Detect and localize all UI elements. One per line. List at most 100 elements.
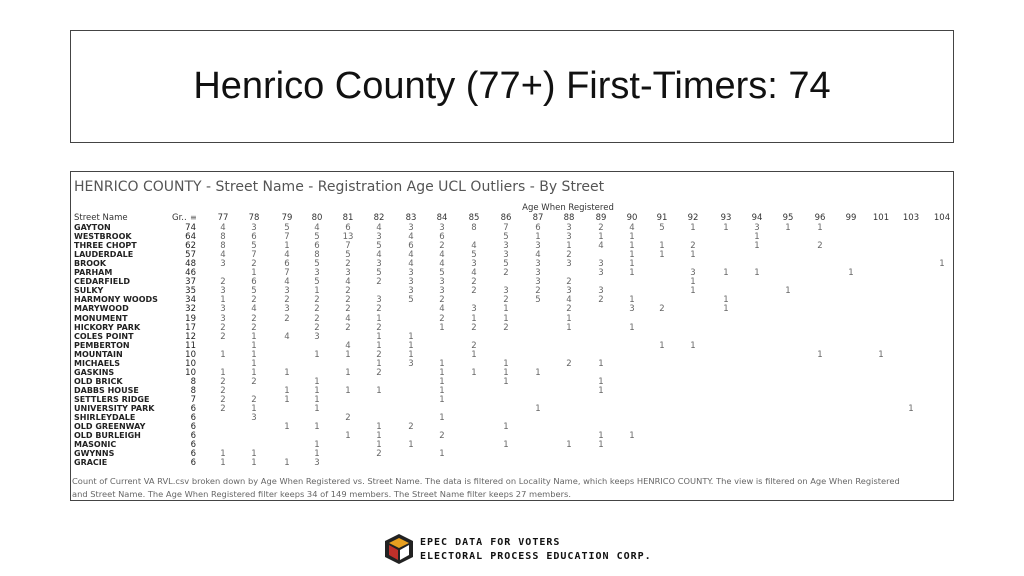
cell: 1 xyxy=(471,349,477,360)
cell: 2 xyxy=(471,286,477,297)
cell: 1 xyxy=(723,268,729,279)
cell: 1 xyxy=(251,404,257,414)
cell: 1 xyxy=(471,367,477,378)
cell: 4 xyxy=(284,277,290,288)
total: 57 xyxy=(185,250,196,261)
cell: 1 xyxy=(629,431,635,442)
cell: 2 xyxy=(439,295,445,306)
cell: 6 xyxy=(408,241,414,252)
column-header: 96 xyxy=(814,213,826,223)
cell: 3 xyxy=(598,268,604,279)
street-name: SHIRLEYDALE xyxy=(74,413,136,423)
cell: 8 xyxy=(220,232,226,243)
cell: 4 xyxy=(376,223,382,233)
column-header: 103 xyxy=(902,213,920,223)
cell: 7 xyxy=(503,223,509,233)
cell: 1 xyxy=(690,286,696,297)
cell: 2 xyxy=(251,313,257,324)
column-header: 104 xyxy=(933,213,951,223)
cell: 1 xyxy=(408,331,414,342)
cell: 3 xyxy=(471,304,477,315)
street-name: PEMBERTON xyxy=(74,340,130,350)
cell: 2 xyxy=(376,449,382,460)
cell: 1 xyxy=(376,440,382,451)
total: 74 xyxy=(185,223,196,233)
cell: 1 xyxy=(284,241,290,252)
cell: 5 xyxy=(376,268,382,279)
cell: 5 xyxy=(314,277,320,288)
cell: 5 xyxy=(314,232,320,243)
cell: 1 xyxy=(690,250,696,261)
cell: 1 xyxy=(471,313,477,324)
cell: 1 xyxy=(439,413,445,424)
cell: 4 xyxy=(439,304,445,315)
column-header: 85 xyxy=(468,213,480,223)
street-name: DABBS HOUSE xyxy=(74,385,139,395)
total: 6 xyxy=(190,449,196,460)
cell: 2 xyxy=(566,277,572,288)
cell: 1 xyxy=(284,367,290,378)
cell: 2 xyxy=(251,394,257,405)
cell: 3 xyxy=(220,304,226,315)
cell: 1 xyxy=(659,241,665,252)
cell: 5 xyxy=(659,223,665,233)
cell: 2 xyxy=(439,241,445,252)
cell: 6 xyxy=(535,223,541,233)
cell: 8 xyxy=(471,223,477,233)
total: 12 xyxy=(185,331,196,342)
cell: 1 xyxy=(690,340,696,351)
cell: 3 xyxy=(408,358,414,369)
cell: 4 xyxy=(408,232,414,243)
cell: 1 xyxy=(345,385,351,396)
street-name: GASKINS xyxy=(74,367,115,377)
column-header: 83 xyxy=(405,213,417,223)
cell: 3 xyxy=(535,268,541,279)
cell: 2 xyxy=(220,385,226,396)
street-name: GRACIE xyxy=(74,458,108,468)
cell: 2 xyxy=(314,313,320,324)
cell: 1 xyxy=(314,404,320,414)
cell: 1 xyxy=(439,322,445,333)
street-name: GAYTON xyxy=(74,223,111,232)
column-header: 92 xyxy=(687,213,699,223)
cell: 1 xyxy=(535,367,541,378)
cell: 1 xyxy=(284,394,290,405)
cell: 1 xyxy=(629,232,635,243)
cell: 3 xyxy=(345,268,351,279)
cell: 5 xyxy=(251,286,257,297)
cell: 3 xyxy=(566,286,572,297)
total: 17 xyxy=(185,322,196,333)
cell: 4 xyxy=(471,268,477,279)
cell: 4 xyxy=(598,241,604,252)
street-name: MICHAELS xyxy=(74,358,121,368)
total: 48 xyxy=(185,259,196,270)
cell: 2 xyxy=(503,322,509,333)
cell: 1 xyxy=(503,422,509,433)
cell: 1 xyxy=(220,295,226,306)
cell: 5 xyxy=(471,250,477,261)
cell: 3 xyxy=(566,232,572,243)
sort-icon[interactable]: ≡ xyxy=(190,213,197,222)
cell: 1 xyxy=(345,431,351,442)
cell: 3 xyxy=(503,250,509,261)
total: 46 xyxy=(185,268,196,279)
cell: 5 xyxy=(251,241,257,252)
cell: 5 xyxy=(345,250,351,261)
cell: 2 xyxy=(817,241,823,252)
cell: 1 xyxy=(629,322,635,333)
cell: 3 xyxy=(598,286,604,297)
cell: 1 xyxy=(598,440,604,451)
cell: 1 xyxy=(629,295,635,306)
cell: 1 xyxy=(439,376,445,387)
cell: 1 xyxy=(251,331,257,342)
street-name: BROOK xyxy=(74,259,107,269)
street-name: OLD BURLEIGH xyxy=(74,431,141,441)
cell: 2 xyxy=(251,259,257,270)
cell: 1 xyxy=(659,340,665,351)
cell: 2 xyxy=(376,277,382,288)
cell: 2 xyxy=(220,322,226,333)
street-name: MONUMENT xyxy=(74,313,128,323)
column-header: 87 xyxy=(532,213,544,223)
cell: 1 xyxy=(314,394,320,405)
cell: 5 xyxy=(503,259,509,270)
